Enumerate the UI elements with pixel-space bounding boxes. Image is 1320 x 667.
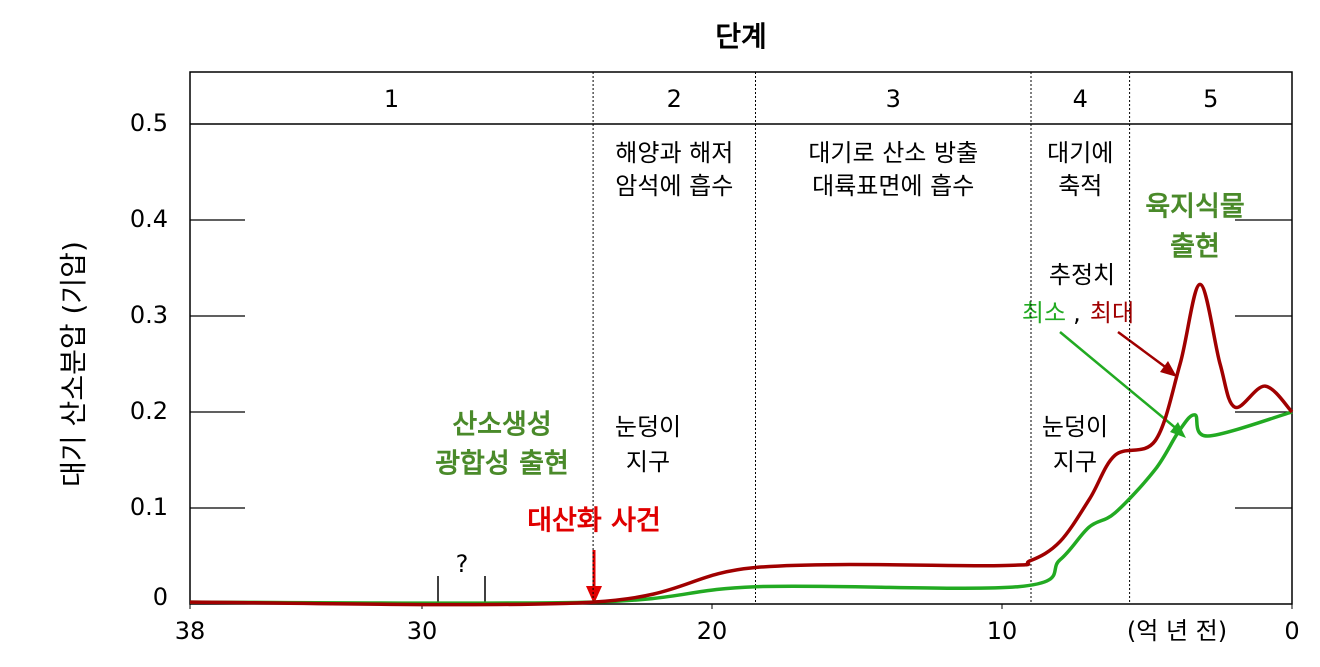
- annotation: 지구: [626, 448, 670, 476]
- annotation: 육지식물: [1145, 192, 1244, 223]
- goe-arrow-head: [586, 586, 602, 604]
- annotation: 대산화 사건: [527, 506, 661, 537]
- x-tick-label: 20: [697, 617, 728, 645]
- stage-description: 해양과 해저: [615, 139, 733, 167]
- x-tick-label: 38: [175, 617, 206, 645]
- stage-label: 1: [384, 85, 399, 113]
- y-tick-label: 0.4: [130, 205, 168, 233]
- annotation: 산소생성: [452, 410, 551, 441]
- y-tick-label: 0.5: [130, 109, 168, 137]
- y-tick-label: 0.2: [130, 397, 168, 425]
- x-unit-label: (억 년 전): [1127, 617, 1227, 645]
- stage-description: 축적: [1058, 172, 1102, 200]
- annotation: 광합성 출현: [435, 449, 569, 480]
- legend-pointer-head: [1160, 361, 1177, 377]
- y-tick-label: 0: [153, 583, 168, 611]
- stage-description: 대륙표면에 흡수: [812, 172, 974, 200]
- annotation: 눈덩이: [1042, 413, 1108, 441]
- stage-label: 3: [886, 85, 901, 113]
- x-tick-label: 0: [1284, 617, 1299, 645]
- legend-pointer: [1117, 330, 1169, 371]
- series-line: [189, 282, 1294, 607]
- stage-label: 2: [667, 85, 682, 113]
- y-tick-label: 0.1: [130, 493, 168, 521]
- annotation: 지구: [1053, 448, 1097, 476]
- stage-label: 4: [1073, 85, 1088, 113]
- legend-entry: 최대: [1090, 299, 1134, 327]
- legend-title: 추정치: [1049, 261, 1115, 289]
- plot-frame: [189, 71, 1293, 605]
- stage-description: 암석에 흡수: [615, 172, 733, 200]
- legend-entry: 최소: [1022, 299, 1066, 327]
- stage-description: 대기에: [1047, 139, 1113, 167]
- legend-pointer: [1059, 331, 1179, 431]
- annotation: 출현: [1170, 232, 1220, 263]
- stage-label: 5: [1203, 85, 1218, 113]
- y-tick-label: 0.3: [130, 301, 168, 329]
- annotation: ?: [456, 550, 469, 578]
- chart-title: 단계: [715, 20, 767, 53]
- x-tick-label: 30: [407, 617, 438, 645]
- series-line: [189, 410, 1293, 605]
- x-tick-label: 10: [987, 617, 1018, 645]
- legend-separator: ,: [1073, 299, 1081, 327]
- annotation: 눈덩이: [615, 413, 681, 441]
- y-axis-label: 대기 산소분압 (기압): [57, 241, 90, 487]
- stage-description: 대기로 산소 방출: [808, 139, 978, 167]
